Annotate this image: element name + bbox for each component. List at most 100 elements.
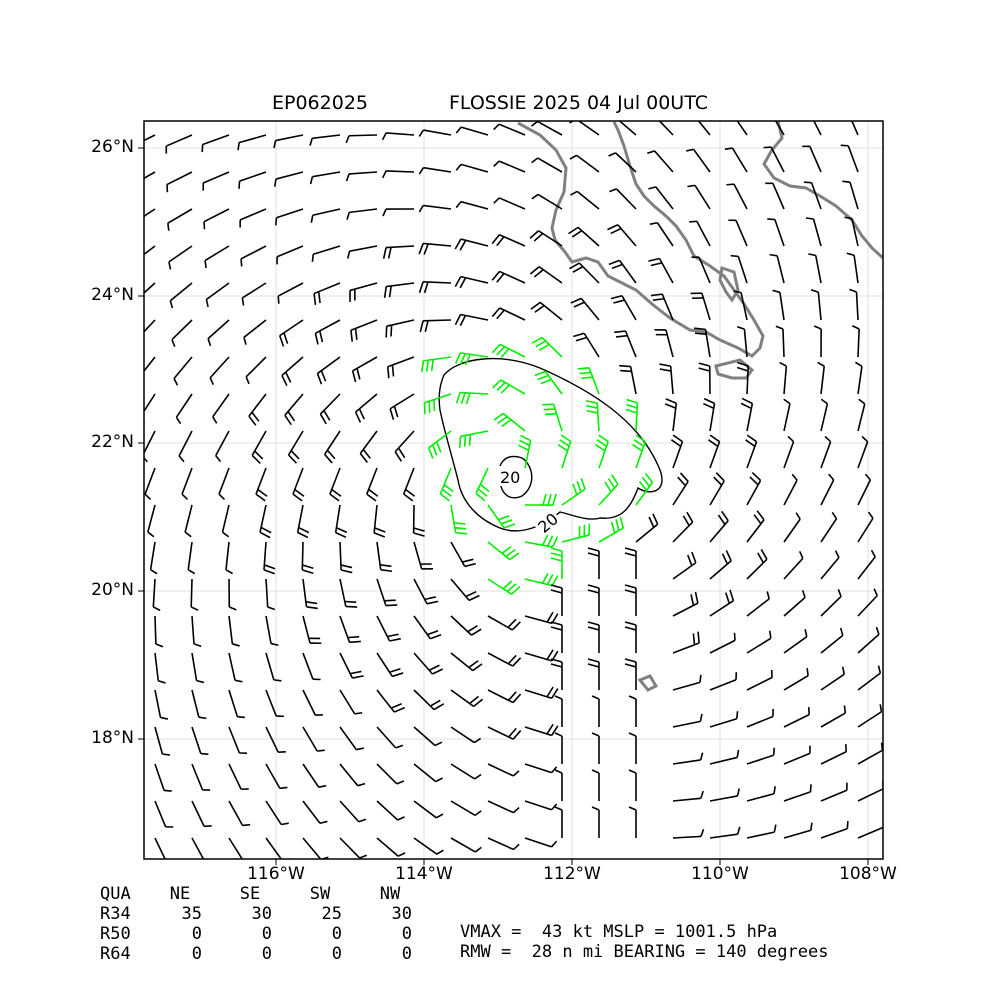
- barb-staff: [524, 763, 552, 774]
- barb-feather: [405, 488, 416, 497]
- barb-feather: [243, 337, 247, 345]
- barb-feather: [512, 730, 522, 740]
- wind-barb: [350, 319, 378, 342]
- barb-feather: [347, 250, 351, 259]
- barb-feather: [237, 142, 240, 151]
- wind-barb: [144, 393, 156, 425]
- barb-staff: [302, 726, 318, 752]
- barb-staff: [276, 245, 304, 258]
- barb-staff: [783, 791, 811, 802]
- barb-feather: [479, 483, 490, 493]
- wind-barb: [138, 356, 156, 386]
- wind-barb: [550, 658, 563, 690]
- barb-staff: [173, 356, 193, 379]
- radii-header-cell: SE: [239, 884, 261, 904]
- wind-barb: [524, 723, 559, 737]
- barb-feather: [550, 658, 563, 663]
- storm-id-title: EP062025: [272, 92, 368, 114]
- wind-barb: [218, 467, 230, 501]
- barb-feather: [730, 254, 739, 258]
- barb-staff: [772, 182, 785, 210]
- wind-barb: [382, 170, 415, 179]
- barb-feather: [581, 376, 593, 380]
- wind-barb: [767, 218, 785, 247]
- barb-feather: [390, 702, 402, 709]
- wind-barb: [736, 121, 748, 136]
- barb-feather: [689, 220, 697, 223]
- barb-staff: [241, 282, 267, 299]
- barb-staff: [450, 800, 476, 817]
- wind-barb: [598, 516, 625, 543]
- barb-feather: [395, 744, 404, 749]
- wind-barb: [561, 523, 591, 543]
- wind-barb: [413, 837, 444, 855]
- barb-staff: [152, 578, 156, 607]
- barb-staff: [615, 188, 637, 210]
- wind-barb: [654, 328, 674, 358]
- wind-barb: [265, 763, 288, 790]
- barb-feather: [615, 519, 620, 531]
- barb-staff: [302, 689, 317, 716]
- barb-feather: [626, 398, 638, 404]
- wind-barb: [413, 726, 443, 747]
- wind-barb: [413, 615, 442, 640]
- barb-feather: [423, 281, 429, 294]
- barb-feather: [659, 363, 671, 367]
- wind-barb: [709, 826, 741, 839]
- wind-barb: [228, 652, 243, 683]
- wind-barb: [184, 504, 193, 538]
- barb-feather: [551, 536, 559, 548]
- barb-staff: [746, 598, 770, 617]
- wind-barb: [598, 474, 619, 506]
- wind-barb: [628, 732, 637, 764]
- wind-barb: [274, 208, 304, 226]
- barb-feather: [356, 368, 361, 380]
- barb-feather: [138, 379, 142, 386]
- barb-feather: [569, 154, 577, 160]
- barb-feather: [670, 439, 682, 448]
- barb-feather: [331, 488, 342, 497]
- barb-staff: [709, 717, 737, 728]
- barb-feather: [354, 411, 362, 423]
- barb-staff: [276, 208, 304, 219]
- wind-barb: [554, 769, 563, 801]
- barb-feather: [568, 226, 579, 235]
- barb-feather: [591, 732, 600, 737]
- barb-feather: [507, 654, 517, 665]
- barb-staff: [191, 615, 195, 644]
- barb-feather: [144, 456, 148, 463]
- barb-feather: [468, 594, 480, 602]
- barb-feather: [388, 285, 392, 298]
- longitude-label: 116°W: [247, 864, 305, 884]
- barb-feather: [610, 227, 622, 235]
- barb-feather: [169, 300, 174, 309]
- wind-barb: [813, 325, 822, 358]
- barb-feather: [354, 328, 358, 340]
- barb-feather: [611, 263, 623, 270]
- barb-feather: [624, 621, 637, 626]
- barb-feather: [242, 823, 251, 827]
- wind-barb: [345, 171, 378, 182]
- barb-feather: [783, 398, 791, 405]
- barb-feather: [454, 238, 462, 250]
- barb-feather: [393, 405, 399, 418]
- barb-feather: [843, 705, 847, 714]
- barb-staff: [658, 121, 674, 136]
- barb-feather: [468, 434, 472, 446]
- barb-staff: [524, 800, 552, 811]
- wind-barb: [319, 393, 341, 425]
- barb-feather: [641, 477, 651, 487]
- wind-barb: [746, 471, 762, 506]
- barb-feather: [471, 628, 482, 636]
- barb-staff: [203, 208, 230, 223]
- barb-feather: [530, 121, 538, 127]
- barb-feather: [281, 822, 289, 826]
- wind-barb: [292, 467, 305, 502]
- wind-barb: [587, 621, 600, 653]
- barb-staff: [783, 479, 798, 506]
- barb-staff: [239, 171, 267, 182]
- barb-feather: [550, 663, 563, 668]
- barb-feather: [311, 254, 315, 262]
- wind-barb: [775, 325, 785, 358]
- wind-barb: [154, 837, 166, 859]
